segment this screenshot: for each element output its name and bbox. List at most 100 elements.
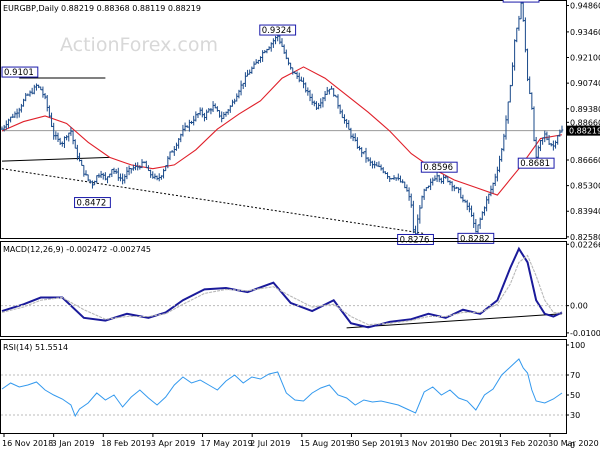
ohlc-bar — [539, 140, 542, 152]
time-tick-label: 3 Apr 2019 — [151, 439, 195, 448]
ohlc-bar — [532, 106, 536, 142]
trend-line — [1, 168, 425, 234]
time-tick-label: 17 May 2019 — [201, 439, 253, 448]
ohlc-bar — [231, 99, 234, 107]
ohlc-bar — [526, 48, 529, 82]
time-tick-label: 30 Sep 2019 — [349, 439, 400, 448]
ohlc-bar — [491, 182, 495, 194]
ohlc-bar — [465, 199, 469, 211]
ohlc-bar — [209, 108, 213, 115]
macd-tick-label: -0.010052 — [570, 329, 600, 338]
ohlc-bar — [121, 173, 124, 185]
ohlc-bar — [485, 196, 488, 212]
ohlc-bar — [343, 114, 346, 124]
rsi-series — [1, 358, 563, 418]
moving-average — [1, 66, 563, 196]
ohlc-bar — [386, 172, 389, 179]
time-tick-label: 13 Nov 2019 — [399, 439, 450, 448]
ohlc-bar — [127, 165, 131, 176]
macd-line — [1, 246, 563, 329]
ohlc-bar — [461, 194, 465, 203]
ohlc-bar — [125, 166, 129, 180]
ohlc-bar — [500, 148, 503, 162]
ohlc-bar — [175, 142, 178, 151]
rsi-panel: RSI(14) 51.5514 100 70 50 30 0 — [0, 339, 585, 450]
ohlc-bar — [222, 111, 226, 119]
ohlc-bar — [289, 62, 292, 70]
ohlc-bar — [168, 151, 172, 161]
ohlc-bar — [528, 76, 531, 95]
time-tick-label: 16 Nov 2018 — [2, 439, 53, 448]
ohlc-bar — [524, 17, 527, 53]
rsi-tick-label: 100 — [570, 341, 585, 350]
rsi-axis: 100 70 50 30 0 — [566, 341, 585, 450]
ohlc-bar — [493, 173, 497, 186]
rsi-line — [1, 358, 563, 418]
ohlc-bar — [379, 164, 383, 171]
ohlc-bar — [366, 157, 370, 162]
swing-label-text: 0.8276 — [400, 235, 430, 245]
swing-label-text: 0.8596 — [423, 163, 453, 173]
ohlc-bar — [58, 137, 62, 146]
price-bars — [0, 0, 564, 238]
ohlc-bar — [401, 179, 404, 184]
ohlc-bar — [67, 132, 71, 142]
ohlc-bar — [349, 127, 353, 139]
ohlc-bar — [123, 174, 127, 184]
ohlc-bar — [48, 105, 51, 118]
swing-label-box — [397, 233, 434, 245]
ohlc-bar — [149, 169, 152, 178]
ohlc-bar — [487, 193, 491, 204]
rsi-tick-label: 30 — [570, 411, 580, 420]
ohlc-bar — [341, 109, 344, 119]
ohlc-bar — [45, 95, 49, 112]
ohlc-bar — [201, 107, 204, 118]
ohlc-bar — [323, 90, 327, 102]
ohlc-bar — [560, 125, 564, 133]
rsi-panel-frame — [0, 339, 567, 434]
ohlc-bar — [554, 140, 557, 149]
ohlc-bar — [472, 212, 475, 228]
ohlc-bar — [37, 84, 40, 89]
ohlc-bar — [347, 120, 351, 130]
ohlc-bar — [71, 130, 75, 145]
ohlc-bar — [145, 160, 148, 169]
ohlc-bar — [515, 27, 519, 43]
ohlc-bar — [302, 77, 305, 89]
ohlc-bar — [338, 104, 342, 115]
ohlc-bar — [80, 159, 83, 166]
ohlc-bar — [317, 102, 320, 110]
ohlc-bar — [435, 171, 439, 182]
ohlc-bar — [95, 175, 99, 184]
ohlc-bar — [173, 146, 176, 156]
ohlc-bar — [24, 92, 27, 102]
ohlc-bar — [155, 175, 159, 181]
ohlc-bar — [235, 93, 239, 102]
swing-label-text: 0.9324 — [262, 26, 292, 36]
ohlc-bar — [287, 57, 290, 66]
ohlc-bar — [521, 0, 525, 22]
price-tick-label: 0.82580 — [570, 233, 600, 242]
ohlc-bar — [13, 111, 17, 118]
macd-trendline — [346, 313, 563, 329]
ohlc-bar — [261, 50, 264, 62]
ohlc-bar — [183, 122, 187, 132]
time-tick-label: 3 Jan 2019 — [52, 439, 95, 448]
ohlc-bar — [468, 202, 471, 213]
price-panel: ActionForex.com EURGBP,Daily 0.88219 0.8… — [0, 0, 600, 245]
ohlc-bar — [407, 187, 411, 201]
ohlc-bar — [33, 84, 36, 95]
ohlc-bar — [519, 1, 523, 20]
ohlc-bar — [82, 164, 86, 177]
ohlc-bar — [211, 101, 215, 112]
macd-panel-frame — [0, 241, 567, 337]
ohlc-bar — [556, 135, 559, 145]
price-tick-label: 0.94860 — [570, 2, 600, 11]
price-axis: 0.94860 0.93460 0.92100 0.90740 0.89380 0.886… — [566, 2, 600, 242]
time-tick-label: 18 Feb 2019 — [101, 439, 151, 448]
ohlc-bar — [295, 71, 299, 79]
symbol-label: EURGBP,Daily — [3, 4, 59, 13]
swing-label-text: 0.9101 — [4, 68, 34, 78]
ohlc-bar — [429, 178, 432, 191]
